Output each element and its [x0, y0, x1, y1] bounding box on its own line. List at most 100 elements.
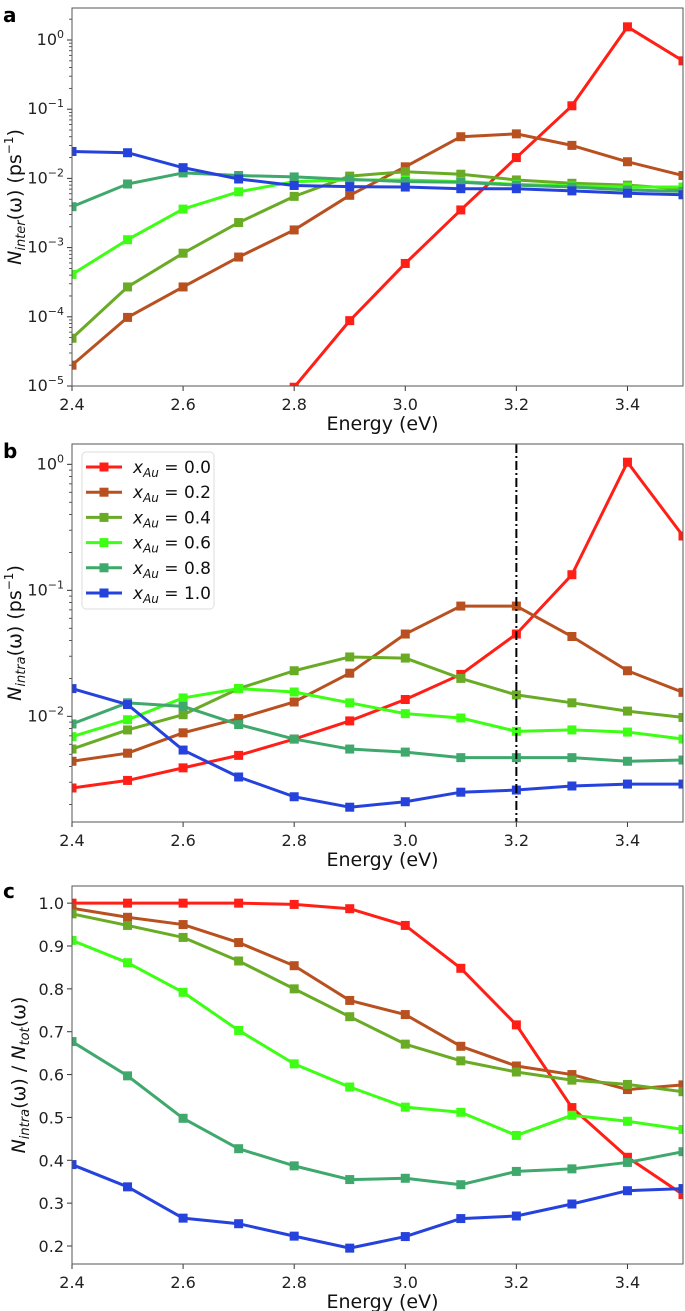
legend-var: x — [132, 559, 144, 579]
y-tick-base: 10 — [27, 376, 47, 395]
data-point — [234, 1219, 244, 1229]
series-group — [72, 898, 683, 1253]
legend-entry: xAu = 0.4 — [132, 508, 211, 530]
y-tick-base: 10 — [27, 238, 47, 257]
data-point — [567, 1199, 577, 1209]
data-point — [72, 898, 77, 908]
data-point — [622, 1116, 632, 1126]
y-tick-exponent: −3 — [48, 236, 64, 249]
y-tick-exponent: −1 — [48, 97, 64, 110]
data-point — [123, 898, 133, 908]
data-point — [678, 531, 683, 541]
data-point — [289, 792, 299, 802]
data-point — [678, 1147, 683, 1157]
data-point — [456, 673, 466, 683]
plot-frame — [71, 443, 684, 823]
data-point — [72, 935, 77, 945]
data-point — [72, 202, 77, 212]
y-label-superscript: −1 — [2, 573, 16, 591]
y-label-text-end: (ω) — [8, 997, 30, 1028]
y-tick-exponent: −5 — [48, 374, 64, 387]
data-point — [456, 1180, 466, 1190]
data-point — [400, 162, 410, 172]
data-point — [567, 632, 577, 642]
data-point — [678, 171, 683, 181]
data-point — [678, 687, 683, 697]
data-point — [345, 174, 355, 184]
y-tick-label: 1.0 — [39, 894, 64, 913]
x-tick-label: 2.4 — [59, 1273, 84, 1292]
data-point — [178, 1213, 188, 1223]
data-point — [567, 1070, 577, 1080]
legend-value: = 0.2 — [159, 483, 211, 503]
legend-subscript: Au — [142, 542, 159, 556]
data-point — [678, 190, 683, 200]
x-tick-label: 3.2 — [504, 395, 529, 414]
data-point — [678, 56, 683, 66]
data-point — [72, 903, 77, 913]
legend-value: = 0.8 — [159, 559, 211, 579]
y-label-subscript: intra — [14, 656, 29, 686]
data-point — [622, 1085, 632, 1095]
data-point — [622, 727, 632, 737]
legend-value: = 0.4 — [159, 508, 211, 528]
y-tick-label: 10−1 — [27, 578, 64, 599]
data-point — [567, 1110, 577, 1120]
x-tick-label: 3.4 — [615, 395, 640, 414]
data-point — [289, 1059, 299, 1069]
data-point — [289, 961, 299, 971]
data-point — [511, 1211, 521, 1221]
legend-var: x — [132, 534, 144, 554]
plot-frame — [71, 7, 684, 387]
data-point — [511, 1166, 521, 1176]
data-point — [511, 1130, 521, 1140]
data-point — [400, 258, 410, 268]
legend-swatch-marker — [99, 538, 109, 548]
y-label-text: (ω) (ps — [4, 590, 26, 656]
data-point — [622, 188, 632, 198]
data-point — [622, 666, 632, 676]
legend-swatch-marker — [99, 588, 109, 598]
y-tick-label: 100 — [37, 28, 64, 49]
data-point — [400, 182, 410, 192]
x-tick-label: 2.4 — [59, 395, 84, 414]
data-point — [678, 1184, 683, 1194]
data-point — [123, 775, 133, 785]
data-point — [289, 734, 299, 744]
series-line — [72, 939, 683, 1137]
y-tick-label: 0.3 — [39, 1194, 64, 1213]
y-tick-base: 10 — [27, 307, 47, 326]
data-point — [678, 1087, 683, 1097]
data-point — [400, 629, 410, 639]
data-point — [72, 719, 77, 729]
data-point — [123, 312, 133, 322]
y-tick-exponent: 0 — [57, 28, 64, 41]
legend-value: = 1.0 — [159, 584, 211, 604]
x-tick-label: 2.6 — [170, 1273, 195, 1292]
panel-c: c 2.4 2.6 2.8 3.0 3.2 3.4 0.2 0.3 0.4 0.5 0.6 0.7 0.8… — [3, 879, 684, 1311]
y-label-symbol: N — [4, 251, 26, 265]
data-point — [511, 726, 521, 736]
data-point — [72, 909, 77, 919]
series-line — [72, 178, 683, 276]
data-point — [289, 225, 299, 235]
data-point — [234, 750, 244, 760]
data-point — [345, 1012, 355, 1022]
y-axis-label: Nintra(ω) (ps−1) — [2, 565, 29, 701]
legend-subscript: Au — [142, 516, 159, 530]
data-point — [289, 1231, 299, 1241]
data-point — [234, 1025, 244, 1035]
data-point — [234, 218, 244, 228]
y-tick-exponent: 0 — [57, 452, 64, 465]
y-tick-label: 0.5 — [39, 1108, 64, 1127]
data-point — [123, 700, 133, 710]
data-point — [567, 140, 577, 150]
legend-value: = 0.0 — [159, 458, 211, 478]
series-line — [72, 171, 683, 209]
data-point — [72, 783, 77, 793]
data-point — [289, 899, 299, 909]
data-point — [123, 148, 133, 158]
y-label-subscript: intra — [18, 1109, 33, 1139]
data-point — [511, 184, 521, 194]
y-label-subscript: inter — [14, 219, 29, 251]
